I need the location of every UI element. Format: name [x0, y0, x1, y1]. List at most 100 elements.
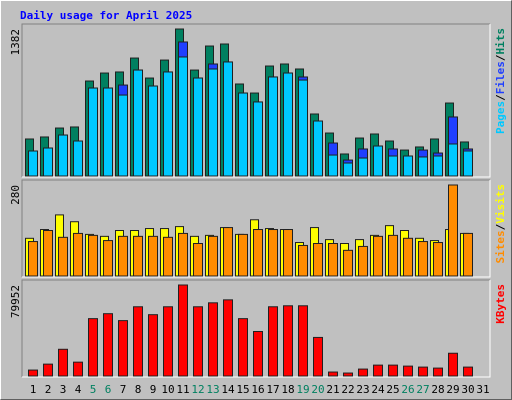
x-tick-label: 13 [206, 383, 219, 396]
x-tick-label: 19 [296, 383, 309, 396]
legend-entry: Files [494, 61, 507, 94]
bar [208, 68, 218, 177]
y-tick-label: 280 [9, 185, 22, 205]
bar [28, 369, 38, 377]
x-tick-label: 24 [371, 383, 385, 396]
bar [343, 249, 353, 277]
bar [43, 147, 53, 177]
bar [178, 284, 188, 377]
bar [418, 366, 428, 377]
legend: Pages/Files/Hits [494, 28, 507, 134]
bar [343, 372, 353, 377]
bar [328, 154, 338, 177]
bar [433, 367, 443, 377]
x-tick-label: 7 [120, 383, 127, 396]
bar [298, 244, 308, 277]
panel-dark [21, 279, 490, 377]
bar [118, 235, 128, 277]
bar [178, 56, 188, 177]
x-tick-label: 9 [150, 383, 157, 396]
legend: KBytes [494, 284, 507, 324]
bar [238, 233, 248, 277]
legend-entry: Sites [494, 230, 507, 263]
panel-dark [21, 179, 490, 277]
bar [253, 101, 263, 177]
bar [118, 94, 128, 177]
x-tick-label: 12 [191, 383, 204, 396]
bar [283, 305, 293, 377]
bar [403, 155, 413, 177]
bar [223, 61, 233, 177]
x-tick-label: 15 [236, 383, 249, 396]
bar [238, 318, 248, 377]
bar [163, 236, 173, 277]
bar [208, 302, 218, 377]
bar [58, 236, 68, 277]
bar [418, 156, 428, 177]
bar [88, 318, 98, 377]
bar [313, 243, 323, 277]
legend-entry: KBytes [494, 284, 507, 324]
bar [43, 230, 53, 277]
bar [238, 92, 248, 177]
x-tick-label: 2 [45, 383, 52, 396]
legend-separator: / [494, 54, 507, 61]
bar [358, 157, 368, 177]
bar [358, 245, 368, 277]
y-tick-label: 1382 [9, 29, 22, 56]
x-tick-label: 3 [60, 383, 67, 396]
x-tick-label: 21 [326, 383, 339, 396]
x-tick-label: 26 [401, 383, 414, 396]
bar [433, 242, 443, 277]
panel-dark [21, 23, 490, 177]
bar [148, 314, 158, 377]
bar [268, 76, 278, 177]
bar [163, 306, 173, 377]
bar [343, 162, 353, 177]
bar [118, 320, 128, 377]
bar [178, 232, 188, 277]
bar [403, 365, 413, 377]
bar [223, 299, 233, 377]
bar [373, 235, 383, 277]
x-tick-label: 25 [386, 383, 399, 396]
bar [193, 243, 203, 277]
legend-entry: Pages [494, 101, 507, 134]
bar [298, 79, 308, 177]
bar [253, 330, 263, 377]
bar [28, 241, 38, 277]
bar [313, 336, 323, 377]
panel-light [22, 24, 491, 178]
bar [448, 184, 458, 277]
x-tick-label: 4 [75, 383, 82, 396]
bar [253, 229, 263, 277]
legend: Sites/Visits [494, 184, 507, 264]
bar [223, 227, 233, 277]
legend-separator: / [494, 223, 507, 230]
bar [268, 229, 278, 277]
x-tick-label: 29 [446, 383, 459, 396]
panel-light [22, 280, 491, 378]
legend-separator: / [494, 94, 507, 101]
bar [103, 87, 113, 177]
x-tick-label: 14 [221, 383, 235, 396]
x-tick-label: 17 [266, 383, 279, 396]
x-tick-label: 6 [105, 383, 112, 396]
bar [418, 241, 428, 277]
bar [388, 234, 398, 277]
bar [163, 71, 173, 177]
bar [403, 237, 413, 277]
bar [58, 134, 68, 177]
bar [58, 348, 68, 377]
bar [283, 72, 293, 177]
x-tick-label: 22 [341, 383, 354, 396]
x-tick-label: 11 [176, 383, 189, 396]
bar [73, 361, 83, 377]
bar [103, 240, 113, 277]
bar [133, 306, 143, 377]
chart-title: Daily usage for April 2025 [20, 9, 192, 22]
bar [88, 234, 98, 277]
bar [313, 120, 323, 177]
x-tick-label: 31 [476, 383, 489, 396]
